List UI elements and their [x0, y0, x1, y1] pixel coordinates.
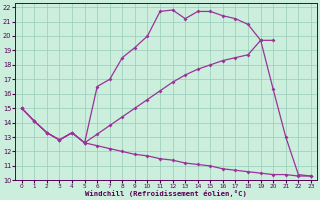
- X-axis label: Windchill (Refroidissement éolien,°C): Windchill (Refroidissement éolien,°C): [85, 190, 247, 197]
